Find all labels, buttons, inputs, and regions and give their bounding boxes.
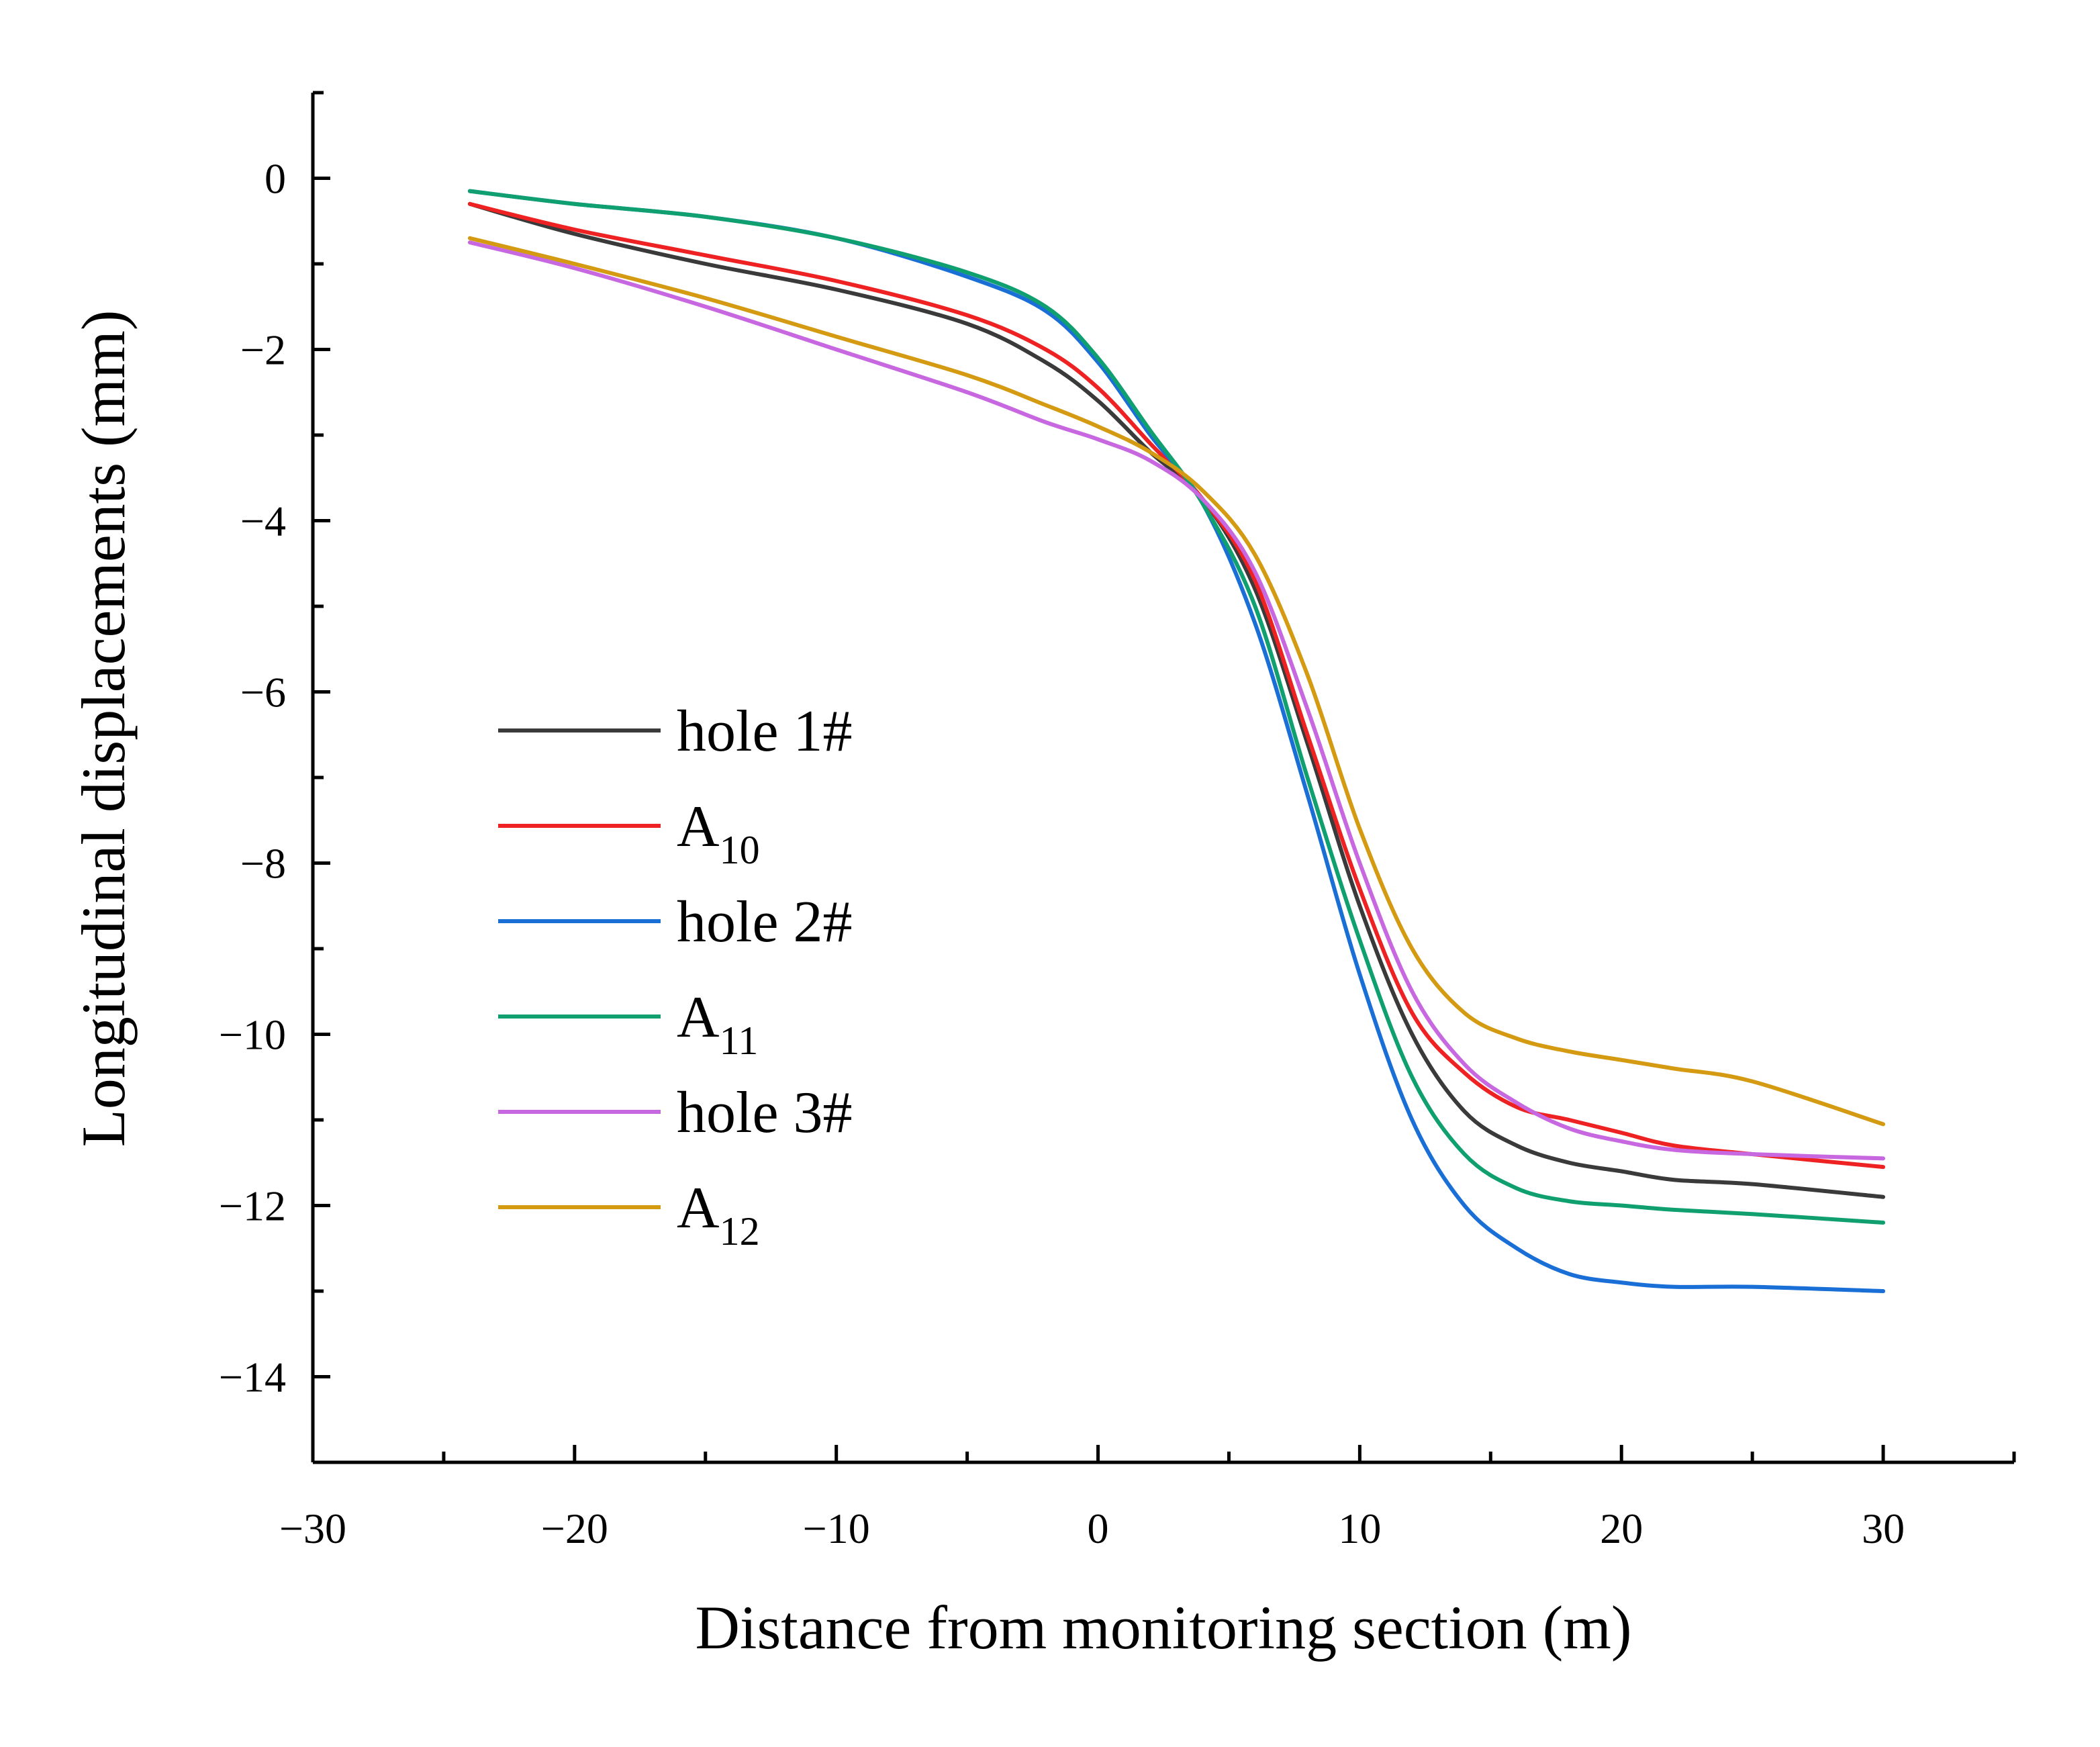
y-tick-label: 0: [265, 155, 286, 203]
series-lines: [467, 189, 1886, 1293]
x-tick-label: −30: [279, 1505, 346, 1552]
x-tick-label: 30: [1862, 1505, 1905, 1552]
series-line-a12: [467, 236, 1886, 1127]
legend-label: hole 1#: [677, 699, 853, 764]
legend-label: hole 3#: [677, 1080, 853, 1145]
y-tick-label: −8: [240, 840, 286, 888]
x-tick-label: 10: [1338, 1505, 1381, 1552]
x-axis-title: Distance from monitoring section (m): [695, 1593, 1631, 1662]
y-tick-label: −4: [240, 498, 286, 545]
y-axis-title: Longitudinal displacements (mm): [69, 310, 138, 1147]
y-tick-label: −6: [240, 669, 286, 716]
x-tick-label: −10: [803, 1505, 870, 1552]
x-tick-label: −20: [541, 1505, 608, 1552]
y-tick-label: −2: [240, 326, 286, 374]
x-tick-label: 20: [1600, 1505, 1643, 1552]
x-tick-label: 0: [1088, 1505, 1109, 1552]
series-line-hole-1-: [467, 201, 1886, 1199]
series-line-a10: [467, 201, 1886, 1170]
legend-label: A12: [677, 1176, 760, 1254]
axes: −30 −20 −10 0 10 20 30 0 −2 −4 −6 −8 −10 −12 −14: [219, 91, 2016, 1552]
series-line-hole-3-: [467, 240, 1886, 1161]
y-tick-label: −14: [219, 1354, 286, 1401]
legend-label: A11: [677, 985, 758, 1063]
legend-label: hole 2#: [677, 890, 853, 955]
legend: hole 1# A10 hole 2# A11 hole 3# A12: [498, 699, 853, 1254]
legend-label: A10: [677, 794, 760, 872]
y-tick-label: −10: [219, 1011, 286, 1059]
series-line-a11: [467, 189, 1886, 1225]
y-tick-label: −12: [219, 1182, 286, 1230]
